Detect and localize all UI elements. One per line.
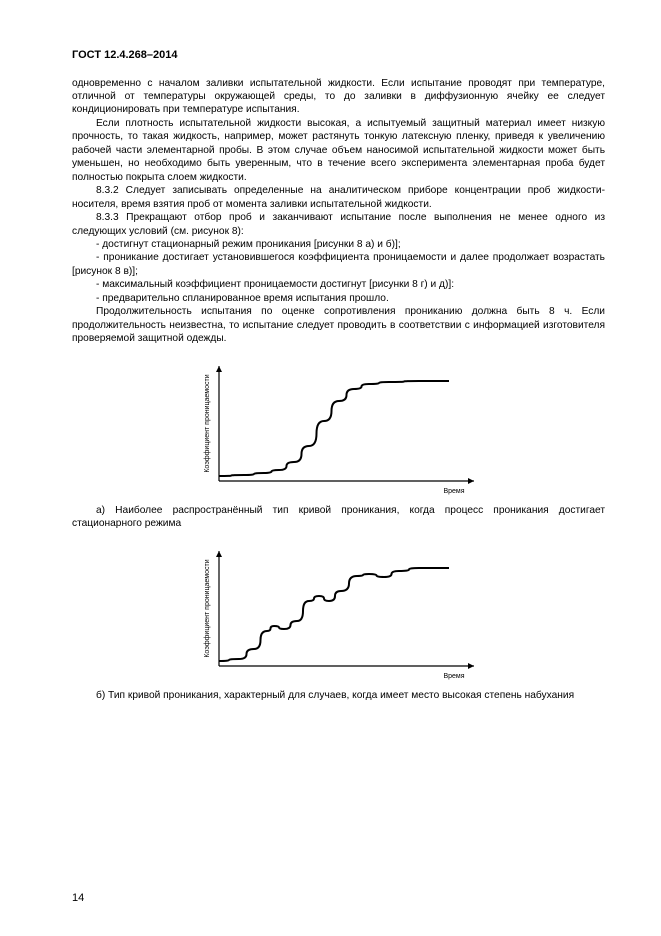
svg-text:Коэффициент проницаемости: Коэффициент проницаемости (204, 374, 211, 472)
caption-a: а) Наиболее распространённый тип кривой … (72, 504, 605, 531)
svg-text:Время: Время (443, 488, 464, 495)
bullet-1: - достигнут стационарный режим проникани… (72, 238, 605, 251)
chart-a-svg: Время Коэффициент проницаемости (189, 356, 489, 496)
para-1: одновременно с началом заливки испытател… (72, 77, 605, 117)
figure-a: Время Коэффициент проницаемости (72, 356, 605, 500)
bullet-4: - предварительно спланированное время ис… (72, 292, 605, 305)
doc-header: ГОСТ 12.4.268–2014 (72, 48, 605, 63)
page-number: 14 (72, 891, 84, 906)
svg-text:Коэффициент проницаемости: Коэффициент проницаемости (204, 559, 211, 657)
chart-b-svg: Время Коэффициент проницаемости (189, 541, 489, 681)
bullet-2: - проникание достигает установившегося к… (72, 251, 605, 278)
para-4: 8.3.3 Прекращают отбор проб и заканчиваю… (72, 211, 605, 238)
para-2: Если плотность испытательной жидкости вы… (72, 117, 605, 184)
para-5: Продолжительность испытания по оценке со… (72, 305, 605, 345)
para-3: 8.3.2 Следует записывать определенные на… (72, 184, 605, 211)
page: ГОСТ 12.4.268–2014 одновременно с начало… (0, 0, 661, 936)
figure-b: Время Коэффициент проницаемости (72, 541, 605, 685)
caption-b: б) Тип кривой проникания, характерный дл… (72, 689, 605, 702)
svg-text:Время: Время (443, 673, 464, 680)
bullet-3: - максимальный коэффициент проницаемости… (72, 278, 605, 291)
